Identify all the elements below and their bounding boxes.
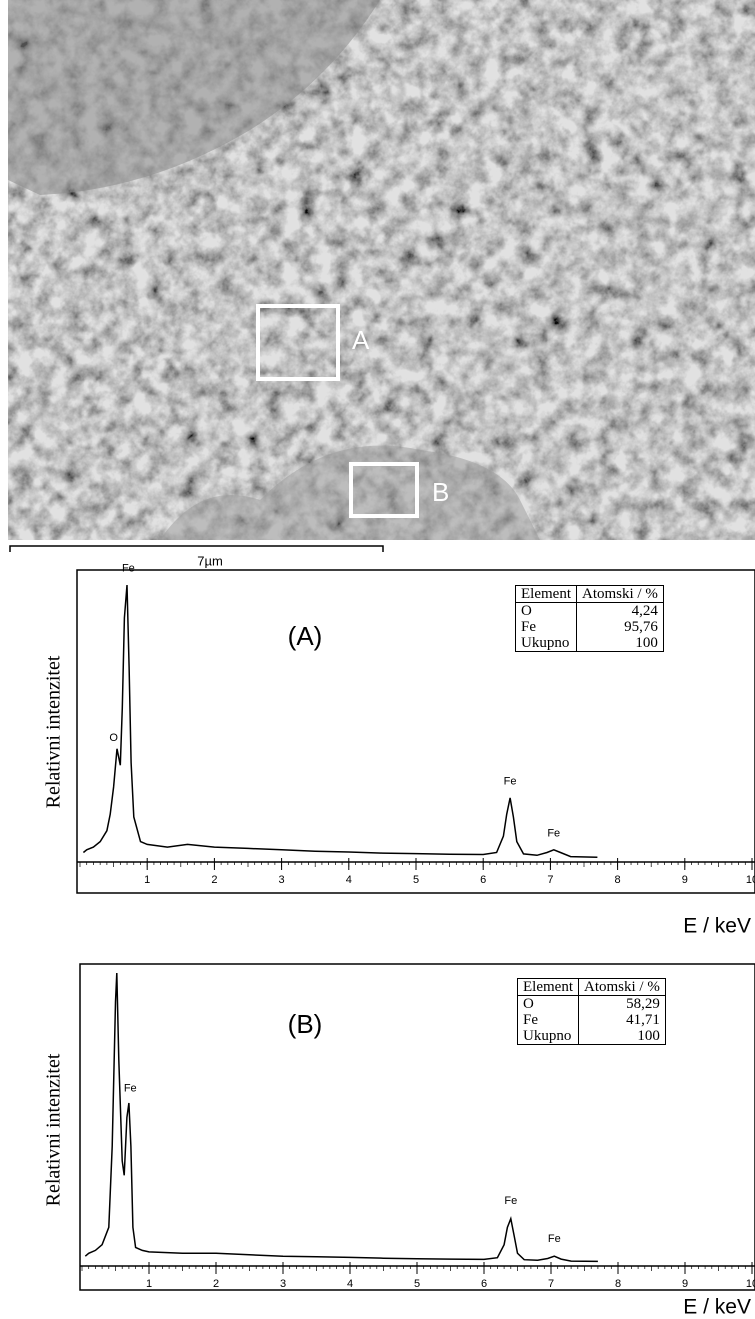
table-cell: 58,29 [577, 995, 666, 1012]
table-cell: Ukupno [517, 1028, 579, 1045]
sem-image: A B [8, 0, 755, 540]
x-tick-label: 4 [347, 1278, 353, 1290]
x-axis-label: E / keV [683, 915, 751, 938]
table-row: Ukupno 100 [517, 1028, 666, 1045]
x-tick-label: 8 [615, 1278, 621, 1290]
x-tick-label: 1 [144, 874, 150, 886]
x-tick-label: 6 [480, 874, 486, 886]
element-table: Element Atomski / % O 4,24 Fe 95,76 Ukupno 100 [515, 585, 664, 652]
x-tick-label: 1 [146, 1278, 152, 1290]
spectrum-line [84, 972, 598, 1263]
table-cell: 95,76 [575, 619, 664, 635]
table-cell: O [517, 995, 579, 1012]
region-label: B [432, 477, 449, 507]
peak-label: Fe [547, 827, 560, 839]
peak-label: Fe [122, 563, 135, 575]
y-axis-label: Relativni intenzitet [43, 655, 65, 808]
x-tick-label: 3 [280, 1278, 286, 1290]
table-row: O 4,24 [515, 602, 664, 619]
table-cell: 100 [575, 635, 664, 652]
table-row: Ukupno 100 [515, 635, 664, 652]
table-cell: Fe [517, 1012, 579, 1028]
table-header: Element Atomski / % [515, 585, 664, 603]
x-tick-label: 9 [682, 874, 688, 886]
chart-title: (A) [288, 621, 323, 651]
table-row: Fe 41,71 [517, 1012, 666, 1028]
table-row: Fe 95,76 [515, 619, 664, 635]
header-cell: Element [517, 978, 579, 996]
table-header: Element Atomski / % [517, 978, 666, 996]
x-tick-label: 4 [346, 874, 352, 886]
x-tick-label: 7 [548, 1278, 554, 1290]
plot-frame [79, 963, 755, 1291]
x-tick-label: 5 [414, 1278, 420, 1290]
peak-label: Fe [124, 1083, 137, 1095]
peak-label: O [109, 732, 118, 744]
table-cell: 41,71 [577, 1012, 666, 1028]
peak-label: Fe [504, 1195, 517, 1207]
chart-title: (B) [288, 1009, 323, 1039]
element-table: Element Atomski / % O 58,29 Fe 41,71 Ukupno 100 [517, 978, 666, 1045]
region-label: A [352, 325, 370, 355]
x-tick-label: 10 [746, 874, 755, 886]
x-tick-label: 2 [213, 1278, 219, 1290]
peak-label: Fe [548, 1233, 561, 1245]
x-axis-label: E / keV [683, 1296, 751, 1319]
scale-bar-label: 7µm [197, 553, 223, 568]
table-cell: 4,24 [575, 602, 664, 619]
table-cell: O [515, 602, 577, 619]
header-cell: Element [515, 585, 577, 603]
y-axis-label: Relativni intenzitet [43, 1053, 65, 1206]
x-tick-label: 5 [413, 874, 419, 886]
x-tick-label: 6 [481, 1278, 487, 1290]
x-tick-label: 10 [746, 1278, 755, 1290]
header-cell: Atomski / % [575, 585, 664, 603]
x-tick-label: 9 [682, 1278, 688, 1290]
scale-bar: 7µm [9, 545, 384, 568]
table-cell: Fe [515, 619, 577, 635]
x-tick-label: 2 [211, 874, 217, 886]
table-cell: 100 [577, 1028, 666, 1045]
table-row: O 58,29 [517, 995, 666, 1012]
header-cell: Atomski / % [577, 978, 666, 996]
x-tick-label: 3 [279, 874, 285, 886]
plot-frame [76, 569, 755, 894]
table-cell: Ukupno [515, 635, 577, 652]
x-tick-label: 7 [547, 874, 553, 886]
peak-label: Fe [504, 775, 517, 787]
spectrum-line [82, 584, 598, 858]
x-tick-label: 8 [615, 874, 621, 886]
